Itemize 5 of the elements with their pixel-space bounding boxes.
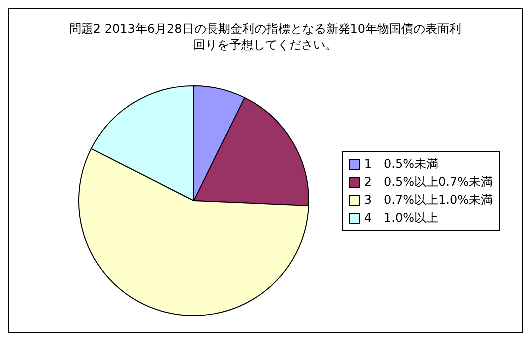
legend-label: 1 0.5%未満 [364, 156, 439, 172]
legend-label: 3 0.7%以上1.0%未満 [364, 192, 493, 208]
chart-title: 問題2 2013年6月28日の長期金利の指標となる新発10年物国債の表面利回りを予想してください。 [68, 21, 463, 53]
legend-label: 2 0.5%以上0.7%未満 [364, 174, 493, 190]
legend-label: 4 1.0%以上 [364, 210, 439, 226]
